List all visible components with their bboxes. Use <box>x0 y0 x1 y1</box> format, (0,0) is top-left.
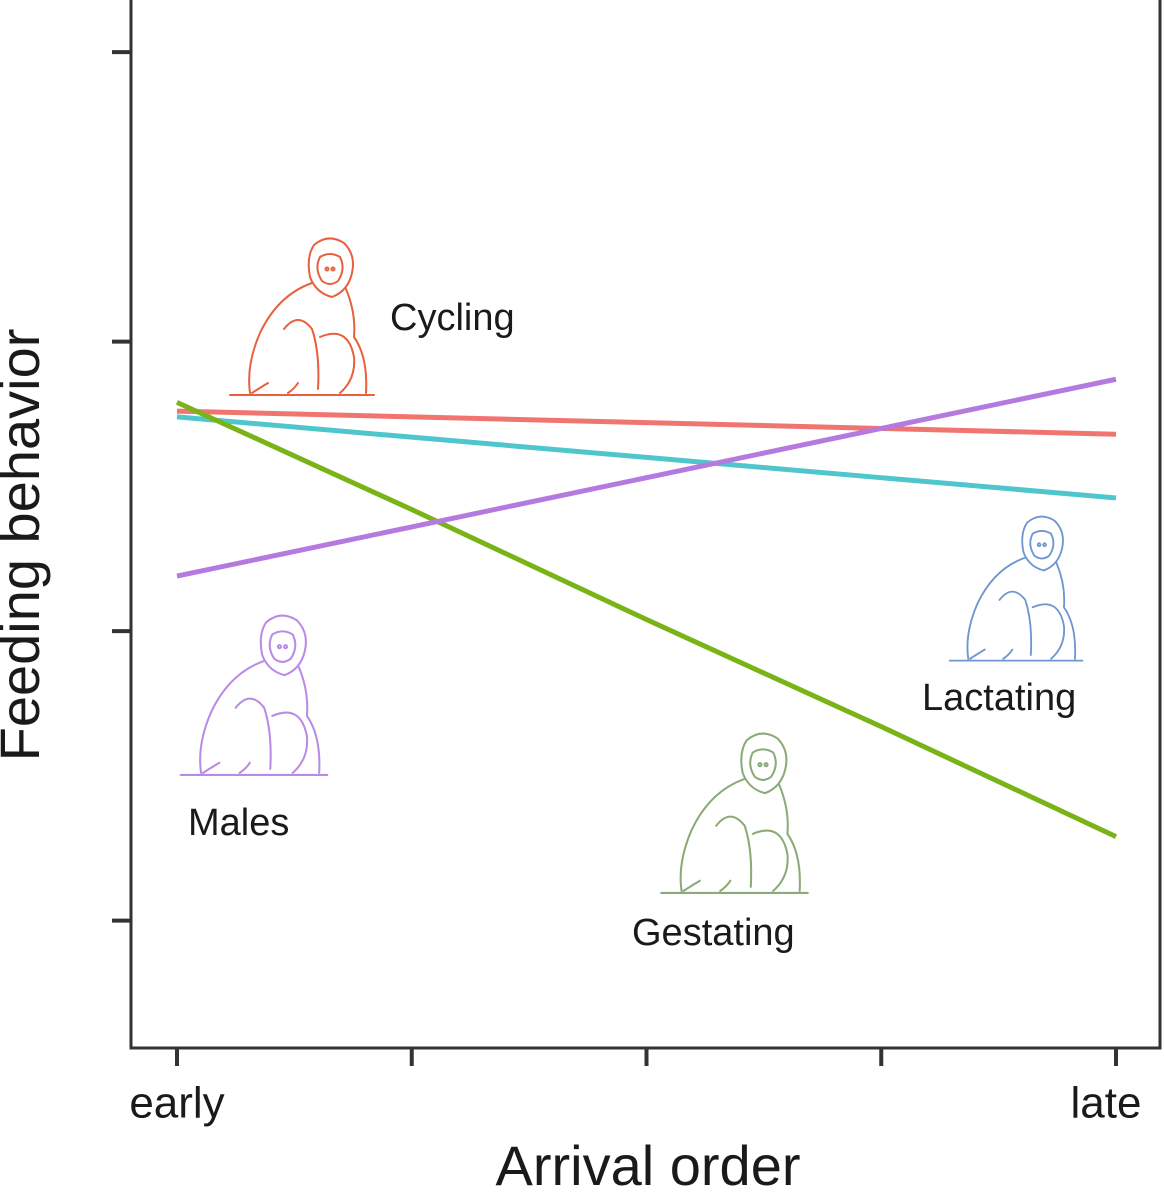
annotation: Cycling <box>390 297 515 339</box>
x-axis-title: Arrival order <box>496 1134 801 1197</box>
y-axis-title: Feeding behavior <box>0 329 51 762</box>
monkey-icon <box>948 515 1084 662</box>
annotation: Lactating <box>922 677 1076 719</box>
monkey-icon <box>229 237 375 396</box>
annotation: Males <box>188 802 289 844</box>
series-line <box>175 400 1118 839</box>
plot-frame <box>129 0 1162 1050</box>
x-tick-label: early <box>129 1079 224 1128</box>
monkey-icon <box>179 614 329 776</box>
x-tick-label: late <box>1071 1079 1142 1128</box>
series-line <box>176 414 1117 501</box>
annotation: Gestating <box>632 912 795 954</box>
monkey-icon <box>660 732 809 894</box>
series-line <box>176 376 1117 579</box>
series-line <box>176 408 1117 437</box>
